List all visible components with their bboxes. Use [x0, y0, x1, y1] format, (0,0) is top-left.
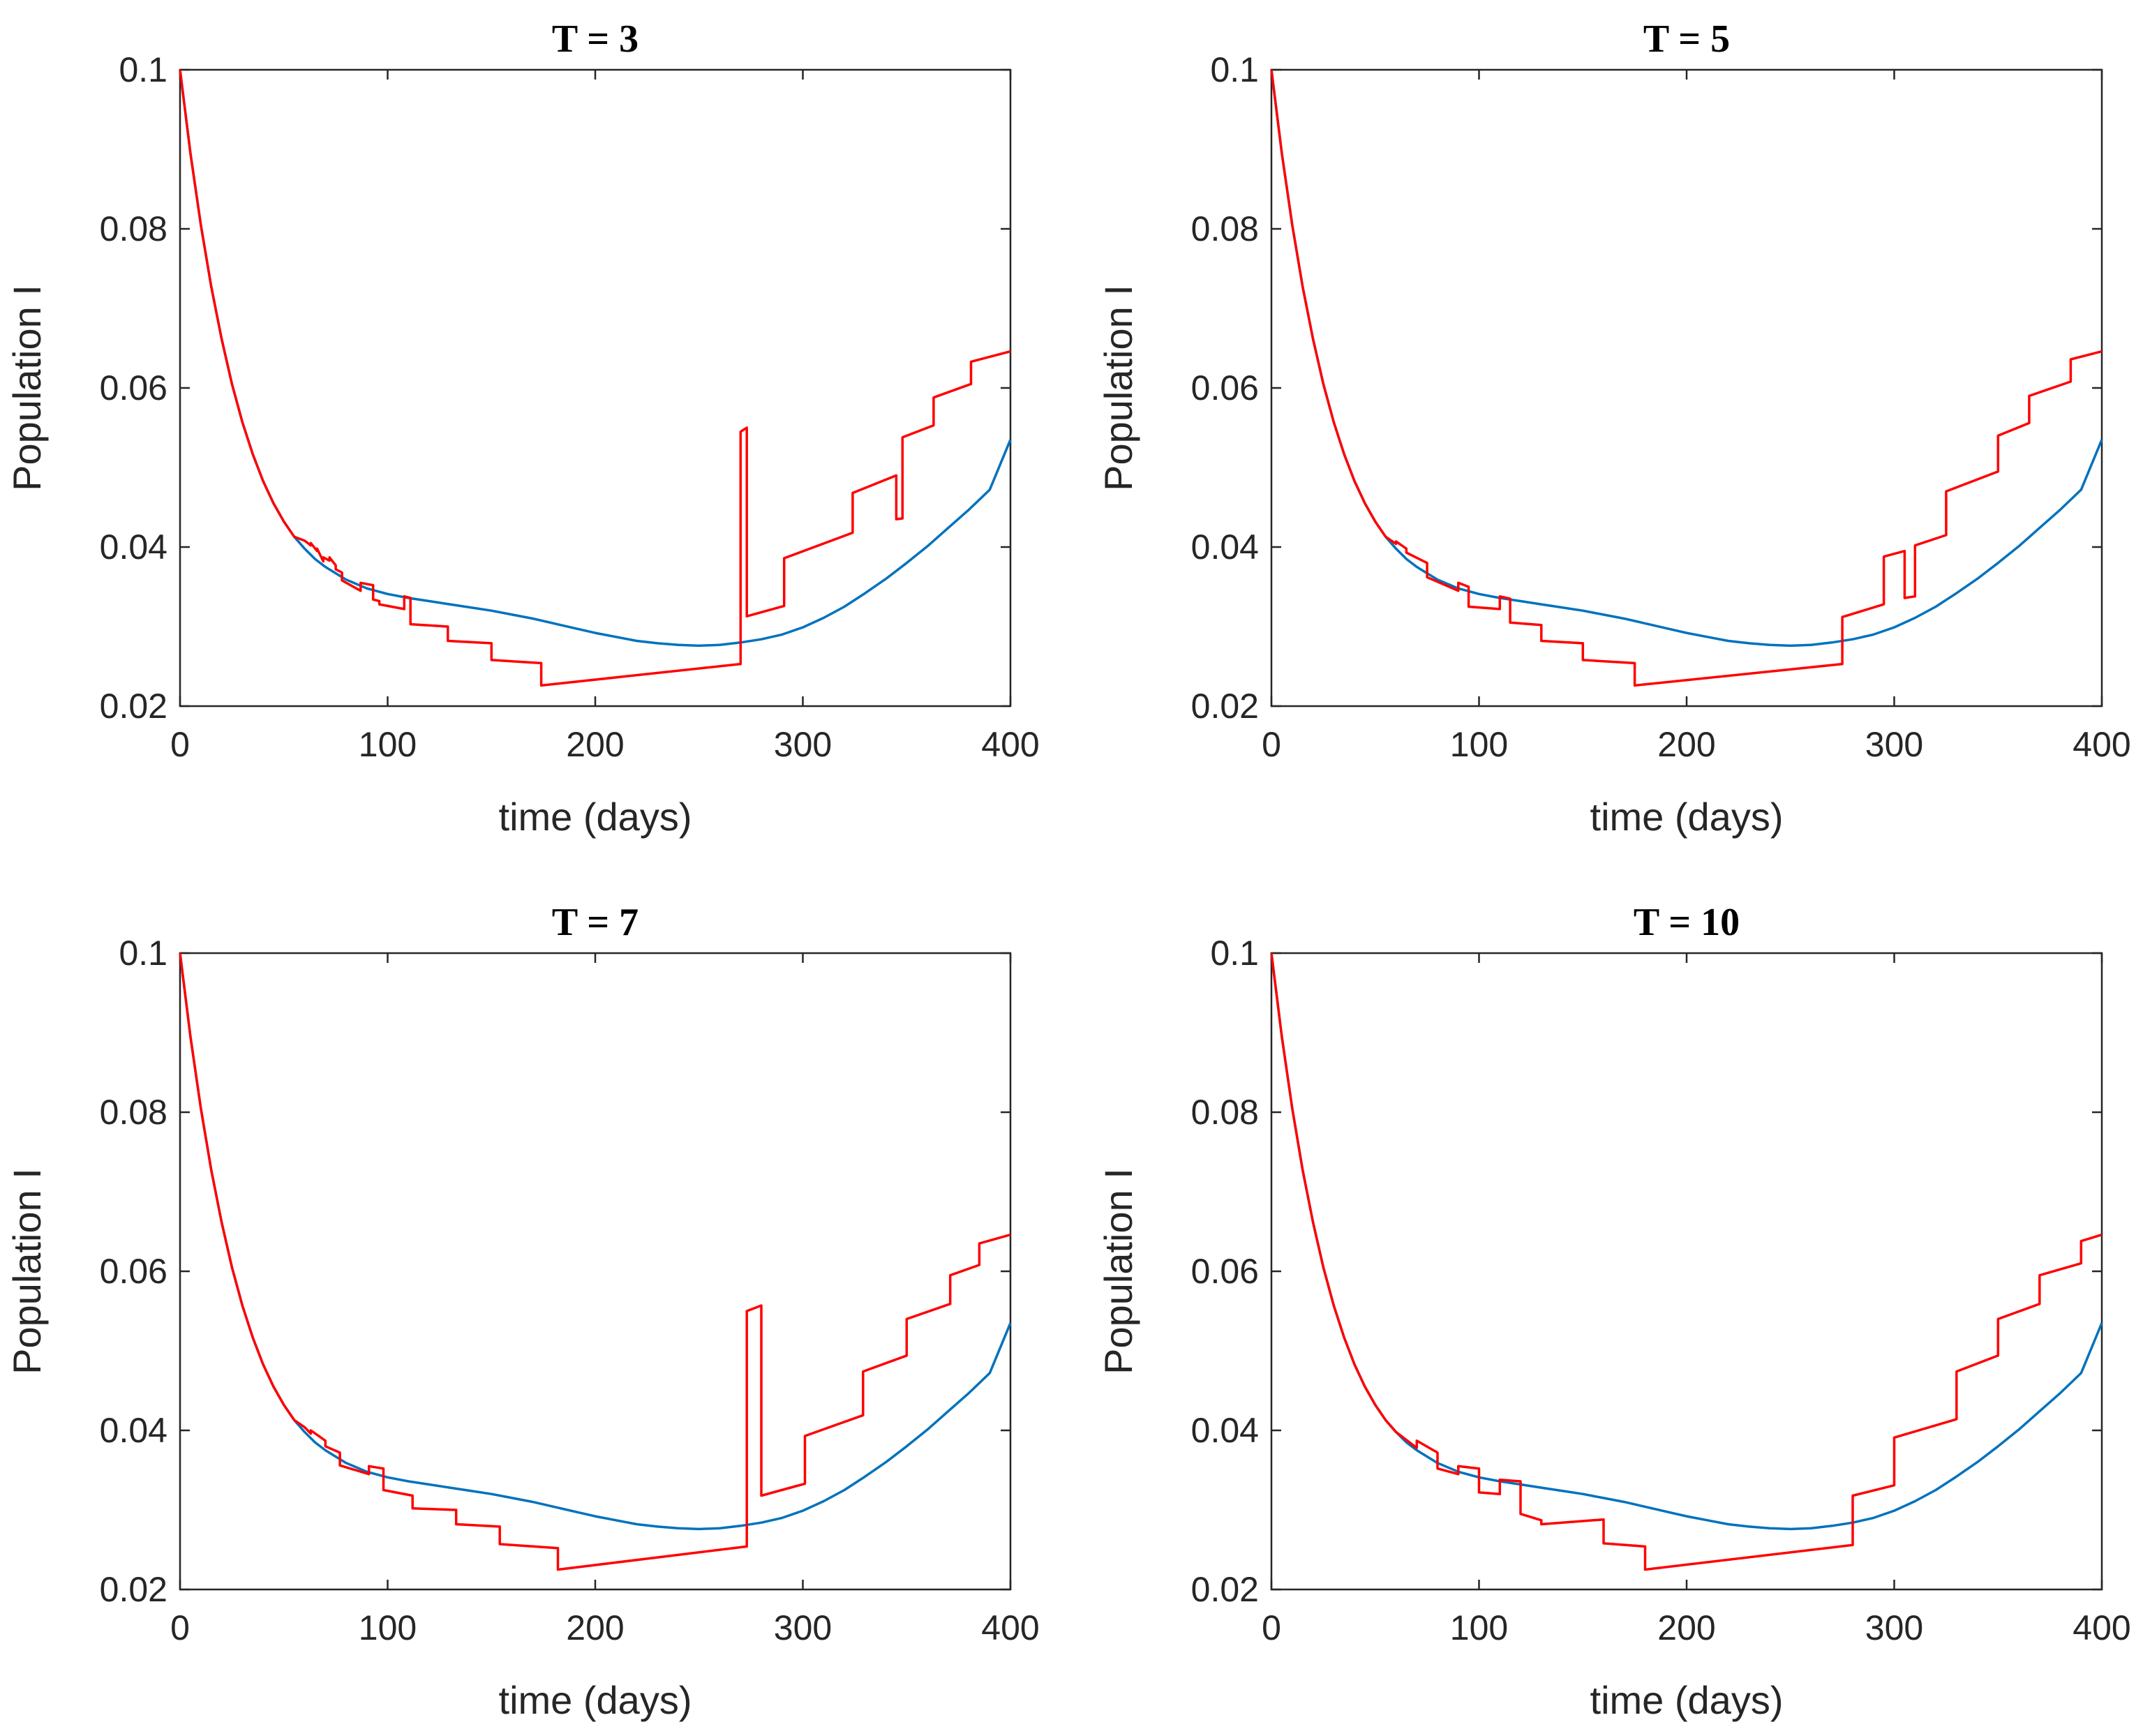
y-tick-label: 0.04	[100, 1411, 167, 1450]
x-tick-label: 100	[1450, 1608, 1508, 1647]
x-tick-label: 0	[170, 1608, 190, 1647]
y-tick-label: 0.02	[1191, 687, 1259, 726]
y-tick-label: 0.08	[1191, 1093, 1259, 1132]
subplot-2: 0.02 0.04 0.06 0.08 0.1 0 100 200 300 400 T = 5 tim…	[1096, 17, 2131, 839]
x-tick-label: 0	[170, 725, 190, 764]
x-tick-label: 400	[2073, 725, 2130, 764]
series-line-impulsive	[179, 69, 1011, 687]
x-tick-label: 300	[1865, 1608, 1923, 1647]
series-line-impulsive	[1270, 952, 2103, 1571]
x-tick-label: 200	[566, 725, 624, 764]
x-tick-label: 100	[359, 1608, 417, 1647]
x-tick-label: 100	[1450, 725, 1508, 764]
y-axis-label: Population I	[5, 285, 49, 491]
y-tick-label: 0.1	[1210, 934, 1259, 973]
y-tick-label: 0.1	[1210, 50, 1259, 89]
y-tick-label: 0.08	[100, 1093, 167, 1132]
y-tick-label: 0.1	[119, 50, 167, 89]
y-axis-label: Population I	[1096, 1168, 1140, 1375]
x-tick-label: 400	[2073, 1608, 2130, 1647]
subplot-4: 0.02 0.04 0.06 0.08 0.1 0 100 200 300 400 T = 10 ti…	[1096, 901, 2131, 1722]
y-tick-label: 0.04	[100, 527, 167, 567]
y-tick-label: 0.1	[119, 934, 167, 973]
x-tick-label: 300	[774, 1608, 832, 1647]
subplot-1: 0.02 0.04 0.06 0.08 0.1 0 100 200 300 400 T = 3 tim…	[5, 17, 1040, 839]
y-tick-label: 0.04	[1191, 527, 1259, 567]
plot-area	[179, 952, 1012, 1591]
x-tick-label: 300	[1865, 725, 1923, 764]
x-tick-label: 300	[774, 725, 832, 764]
y-tick-label: 0.08	[1191, 209, 1259, 248]
y-tick-label: 0.04	[1191, 1411, 1259, 1450]
chart-title: T = 7	[552, 901, 639, 944]
y-tick-label: 0.02	[100, 1570, 167, 1609]
plot-area	[1270, 68, 2103, 708]
y-tick-label: 0.06	[100, 368, 167, 407]
y-axis-label: Population I	[5, 1168, 49, 1375]
y-tick-label: 0.02	[1191, 1570, 1259, 1609]
x-tick-label: 100	[359, 725, 417, 764]
x-axis-label: time (days)	[1590, 1678, 1784, 1722]
x-tick-label: 400	[981, 1608, 1039, 1647]
subplot-3: 0.02 0.04 0.06 0.08 0.1 0 100 200 300 400 T = 7 tim…	[5, 901, 1040, 1722]
x-tick-label: 200	[566, 1608, 624, 1647]
series-line-impulsive	[179, 952, 1011, 1571]
series-line-impulsive	[1270, 69, 2103, 687]
y-tick-label: 0.06	[1191, 1252, 1259, 1291]
chart-title: T = 10	[1634, 901, 1740, 944]
x-tick-label: 200	[1657, 1608, 1715, 1647]
x-axis-label: time (days)	[499, 795, 692, 839]
chart-title: T = 3	[552, 17, 639, 61]
y-tick-label: 0.06	[1191, 368, 1259, 407]
x-tick-label: 400	[981, 725, 1039, 764]
y-tick-label: 0.08	[100, 209, 167, 248]
plot-area	[179, 68, 1012, 708]
y-tick-label: 0.02	[100, 687, 167, 726]
x-axis-label: time (days)	[1590, 795, 1784, 839]
y-axis-label: Population I	[1096, 285, 1140, 491]
chart-title: T = 5	[1643, 17, 1730, 61]
x-axis-label: time (days)	[499, 1678, 692, 1722]
y-tick-label: 0.06	[100, 1252, 167, 1291]
plot-area	[1270, 952, 2103, 1591]
x-tick-label: 0	[1262, 725, 1281, 764]
x-tick-label: 200	[1657, 725, 1715, 764]
x-tick-label: 0	[1262, 1608, 1281, 1647]
